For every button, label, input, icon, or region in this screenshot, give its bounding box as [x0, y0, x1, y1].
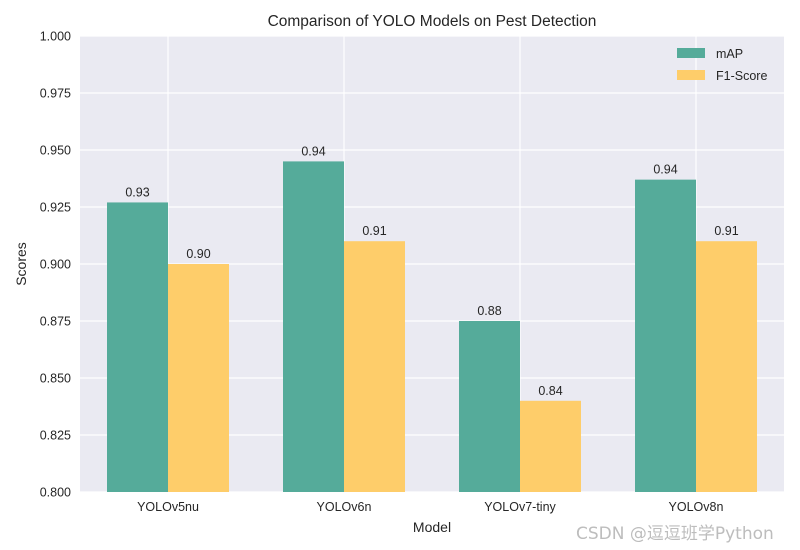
bar-f1-score-yolov5nu: [168, 264, 229, 492]
y-tick-label: 1.000: [40, 30, 71, 44]
bar-map-yolov8n: [635, 179, 696, 492]
data-label: 0.88: [477, 304, 501, 318]
x-tick-label: YOLOv5nu: [137, 500, 199, 514]
bars: [107, 161, 757, 492]
bar-map-yolov5nu: [107, 202, 168, 492]
x-tick-label: YOLOv6n: [317, 500, 372, 514]
data-label: 0.94: [653, 163, 677, 177]
data-label: 0.94: [301, 144, 325, 158]
data-label: 0.84: [538, 384, 562, 398]
bar-f1-score-yolov8n: [696, 241, 757, 492]
watermark-text: CSDN @逗逗班学Python: [576, 524, 774, 544]
x-axis-title: Model: [413, 519, 451, 535]
data-labels: 0.93 0.94 0.88 0.94 0.90 0.91 0.84 0.91: [125, 144, 738, 397]
x-tick-label: YOLOv8n: [669, 500, 724, 514]
y-tick-label: 0.975: [40, 87, 71, 101]
legend: mAP F1-Score: [677, 47, 767, 83]
data-label: 0.91: [362, 224, 386, 238]
bar-map-yolov6n: [283, 161, 344, 492]
y-axis-title: Scores: [13, 242, 29, 286]
data-label: 0.91: [714, 224, 738, 238]
x-tick-label: YOLOv7-tiny: [484, 500, 556, 514]
y-tick-label: 0.950: [40, 144, 71, 158]
y-tick-label: 0.925: [40, 201, 71, 215]
legend-label: mAP: [716, 47, 743, 61]
y-tick-label: 0.800: [40, 486, 71, 500]
chart-title: Comparison of YOLO Models on Pest Detect…: [268, 13, 597, 30]
y-tick-label: 0.850: [40, 372, 71, 386]
data-label: 0.90: [186, 247, 210, 261]
data-label: 0.93: [125, 185, 149, 199]
bar-f1-score-yolov6n: [344, 241, 405, 492]
tick-labels: 0.800 0.825 0.850 0.875 0.900 0.925 0.950 0.975…: [40, 30, 724, 515]
legend-swatch: [677, 48, 705, 58]
y-tick-label: 0.875: [40, 315, 71, 329]
legend-swatch: [677, 70, 705, 80]
bar-map-yolov7-tiny: [459, 321, 520, 492]
legend-label: F1-Score: [716, 69, 767, 83]
bar-f1-score-yolov7-tiny: [520, 400, 581, 492]
y-tick-label: 0.900: [40, 258, 71, 272]
y-tick-label: 0.825: [40, 429, 71, 443]
